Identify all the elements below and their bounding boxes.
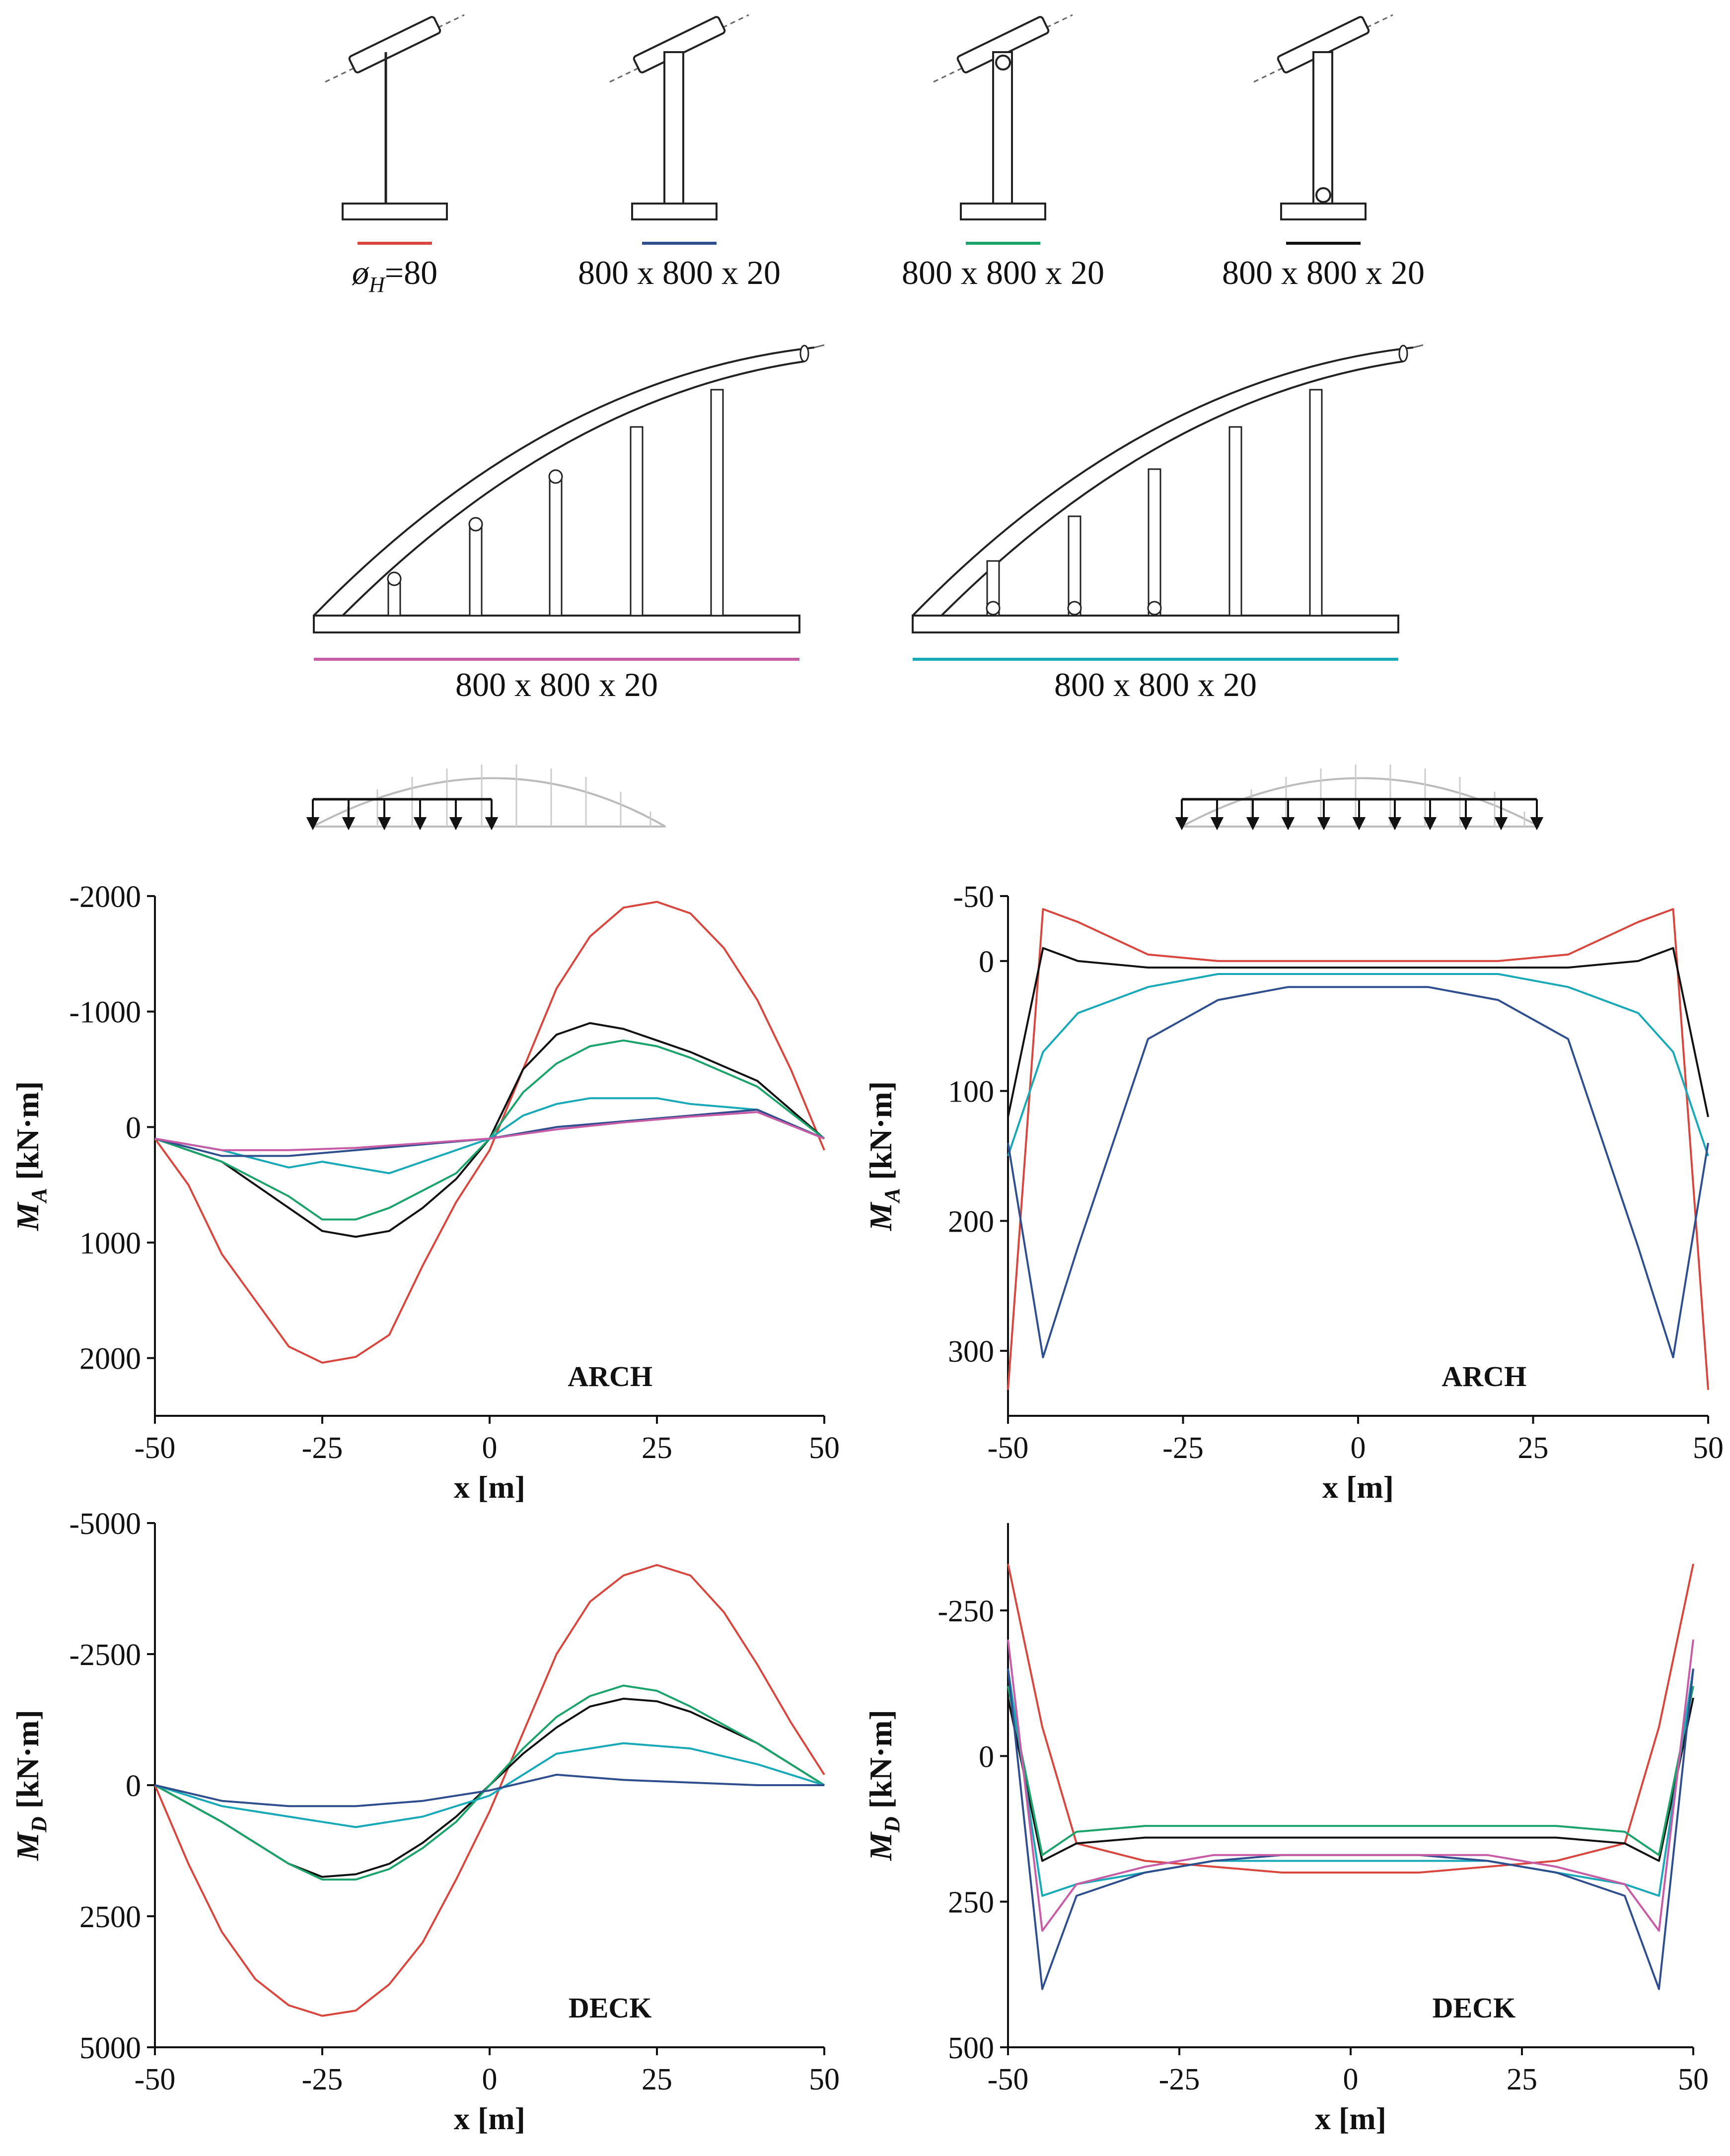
- panel-title: ARCH: [568, 1360, 652, 1392]
- series-line-green: [154, 1684, 825, 1881]
- y-axis-label: MA [kN·m]: [863, 1081, 904, 1231]
- series-line-magenta: [1007, 1639, 1694, 1932]
- series-line-magenta: [154, 1111, 825, 1151]
- series-line-red: [154, 1564, 825, 2017]
- series-line-green: [1007, 1686, 1694, 1856]
- config-3-label: 800 x 800 x 20: [902, 254, 1104, 291]
- x-tick-label: 0: [1351, 1431, 1366, 1465]
- y-tick-label: 2500: [79, 1900, 141, 1934]
- y-tick-label: -250: [937, 1595, 994, 1628]
- y-tick-label: 1000: [79, 1227, 141, 1260]
- y-axis-label: MA [kN·m]: [10, 1081, 51, 1231]
- y-tick-label: -2000: [69, 880, 141, 914]
- x-tick-label: 50: [809, 2063, 840, 2096]
- y-tick-label: 100: [948, 1075, 994, 1109]
- series-line-black: [154, 1022, 825, 1238]
- series-line-black: [1007, 1697, 1694, 1862]
- y-tick-label: -2500: [69, 1638, 141, 1672]
- series-line-black: [1007, 947, 1709, 1117]
- series-line-navy: [1007, 986, 1709, 1359]
- config-4-label: 800 x 800 x 20: [1222, 254, 1425, 291]
- x-tick-label: -50: [135, 2063, 176, 2096]
- y-tick-label: 0: [126, 1769, 141, 1803]
- hanger-config-4: 800 x 800 x 20: [1222, 14, 1425, 291]
- y-tick-label: 200: [948, 1205, 994, 1239]
- x-tick-label: 50: [1678, 2063, 1709, 2096]
- series-line-cyan: [1007, 973, 1709, 1157]
- x-axis-label: x [m]: [1322, 1469, 1394, 1505]
- x-tick-label: 25: [1518, 1431, 1549, 1465]
- y-tick-label: 0: [979, 1740, 994, 1774]
- x-axis-label: x [m]: [454, 2101, 525, 2136]
- x-axis-label: x [m]: [1315, 2101, 1386, 2136]
- y-tick-label: 5000: [79, 2031, 141, 2065]
- x-tick-label: 50: [1693, 1431, 1724, 1465]
- series-line-cyan: [154, 1742, 825, 1828]
- y-tick-label: -5000: [69, 1507, 141, 1541]
- x-tick-label: -50: [135, 1431, 176, 1465]
- x-tick-label: 25: [1507, 2063, 1537, 2096]
- config-1-label: øH=80: [352, 254, 437, 297]
- x-axis-label: x [m]: [454, 1469, 525, 1505]
- x-tick-label: -50: [988, 1431, 1029, 1465]
- y-tick-label: 500: [948, 2031, 994, 2065]
- hanger-config-2: 800 x 800 x 20: [578, 14, 781, 291]
- chart-top-left: -50 -25 0 25 50 -2000 -1000 0 1000 2000 x [m] MA [k…: [10, 880, 840, 1505]
- arch-schematic-right: 800 x 800 x 20: [912, 344, 1424, 703]
- config-5-label: 800 x 800 x 20: [455, 666, 658, 703]
- config-2-label: 800 x 800 x 20: [578, 254, 781, 291]
- x-tick-label: 0: [1343, 2063, 1359, 2096]
- load-case-left: [306, 765, 666, 831]
- x-tick-label: 0: [482, 2063, 498, 2096]
- series-line-red: [154, 901, 825, 1364]
- y-tick-label: -1000: [69, 996, 141, 1030]
- x-tick-label: 0: [482, 1431, 498, 1465]
- panel-title: DECK: [569, 1992, 652, 2024]
- hanger-config-3: 800 x 800 x 20: [902, 14, 1104, 291]
- x-tick-label: -25: [1162, 1431, 1204, 1465]
- series-line-cyan: [1007, 1669, 1694, 1897]
- chart-top-right: -50 -25 0 25 50 -50 0 100 200 300 x [m] MA [kN·m] AR…: [863, 880, 1724, 1505]
- chart-bottom-left: -50 -25 0 25 50 -5000 -2500 0 2500 5000 x [m] MD [k…: [10, 1507, 840, 2136]
- y-tick-label: 2000: [79, 1342, 141, 1376]
- y-tick-label: 0: [126, 1111, 141, 1145]
- series-line-red: [1007, 908, 1709, 1390]
- load-case-right: [1175, 765, 1544, 831]
- arch-schematic-left: 800 x 800 x 20: [313, 344, 825, 703]
- hanger-config-1: øH=80: [325, 14, 465, 297]
- x-tick-label: 25: [642, 1431, 672, 1465]
- hanger-schematics: øH=80 800 x 800 x 20 800 x 800 x 20: [325, 14, 1425, 297]
- y-axis-label: MD [kN·m]: [863, 1710, 904, 1861]
- panel-title: ARCH: [1442, 1360, 1526, 1392]
- series-line-cyan: [154, 1097, 825, 1175]
- x-tick-label: 25: [642, 2063, 672, 2096]
- series-line-navy: [154, 1773, 824, 1808]
- y-tick-label: 0: [979, 945, 994, 979]
- x-tick-label: -25: [1159, 2063, 1200, 2096]
- panel-title: DECK: [1433, 1992, 1516, 2024]
- y-axis-label: MD [kN·m]: [10, 1710, 51, 1861]
- x-tick-label: -25: [302, 1431, 343, 1465]
- y-tick-label: -50: [953, 880, 994, 914]
- y-tick-label: 300: [948, 1335, 994, 1369]
- y-tick-label: 250: [948, 1886, 994, 1920]
- config-6-label: 800 x 800 x 20: [1054, 666, 1257, 703]
- x-tick-label: -25: [302, 2063, 343, 2096]
- x-tick-label: -50: [988, 2063, 1029, 2096]
- x-tick-label: 50: [809, 1431, 840, 1465]
